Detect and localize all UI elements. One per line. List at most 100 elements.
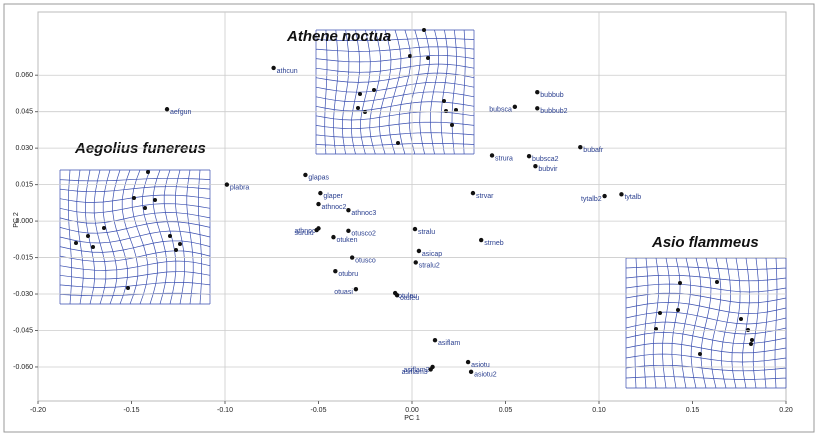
x-tick-label: 0.20 xyxy=(779,407,793,414)
y-tick-label: -0.015 xyxy=(13,254,33,261)
data-point xyxy=(602,194,606,198)
point-label: bubafr xyxy=(583,147,604,154)
landmark xyxy=(739,317,743,321)
point-label: stralu xyxy=(418,229,435,236)
landmark xyxy=(715,280,719,284)
x-axis-label: PC 1 xyxy=(404,415,420,422)
data-point xyxy=(303,173,307,177)
y-tick-label: 0.015 xyxy=(15,181,33,188)
landmark xyxy=(372,88,376,92)
x-tick-label: 0.05 xyxy=(499,407,513,414)
data-point xyxy=(578,145,582,149)
data-point xyxy=(417,249,421,253)
data-point xyxy=(433,338,437,342)
data-point xyxy=(225,182,229,186)
point-label: asiflam3 xyxy=(402,369,428,376)
data-point xyxy=(513,105,517,109)
landmark xyxy=(678,281,682,285)
point-label: strura xyxy=(495,155,513,162)
data-point xyxy=(354,287,358,291)
y-tick-label: 0.030 xyxy=(15,145,33,152)
point-label: athnoc2 xyxy=(322,204,347,211)
data-point xyxy=(333,269,337,273)
landmark xyxy=(174,248,178,252)
landmark xyxy=(356,106,360,110)
y-tick-label: 0.000 xyxy=(15,218,33,225)
data-point xyxy=(619,192,623,196)
point-label: asicap xyxy=(422,251,442,258)
point-label: otuken xyxy=(336,237,357,244)
data-point xyxy=(533,164,537,168)
point-label: asiotu xyxy=(471,362,490,369)
data-point xyxy=(316,202,320,206)
landmark xyxy=(168,234,172,238)
point-label: glaper xyxy=(323,193,343,200)
point-label: strvar xyxy=(476,193,494,200)
landmark xyxy=(358,92,362,96)
landmark xyxy=(74,241,78,245)
data-point xyxy=(429,367,433,371)
data-point xyxy=(414,260,418,264)
landmark xyxy=(698,352,702,356)
point-label: asiotu2 xyxy=(474,372,497,379)
data-point xyxy=(490,153,494,157)
data-point xyxy=(395,293,399,297)
data-point xyxy=(469,370,473,374)
landmark xyxy=(91,245,95,249)
landmark xyxy=(444,109,448,113)
landmark xyxy=(422,28,426,32)
landmark xyxy=(658,311,662,315)
y-tick-label: 0.045 xyxy=(15,109,33,116)
landmark xyxy=(426,56,430,60)
x-tick-label: -0.15 xyxy=(124,407,140,414)
point-label: plabra xyxy=(230,184,250,191)
point-label: bubbub2 xyxy=(540,108,567,115)
x-tick-label: 0.00 xyxy=(405,407,419,414)
landmark xyxy=(146,170,150,174)
insets xyxy=(60,28,786,388)
landmark xyxy=(749,342,753,346)
x-tick-label: -0.20 xyxy=(30,407,46,414)
x-tick-label: 0.10 xyxy=(592,407,606,414)
landmark xyxy=(746,328,750,332)
data-point xyxy=(331,235,335,239)
data-point xyxy=(413,227,417,231)
landmark xyxy=(676,308,680,312)
data-point xyxy=(466,360,470,364)
x-tick-label: -0.05 xyxy=(311,407,327,414)
data-point xyxy=(346,229,350,233)
data-point xyxy=(479,238,483,242)
point-label: otuleu xyxy=(400,295,419,302)
data-point xyxy=(271,66,275,70)
data-point xyxy=(318,191,322,195)
point-label: tytalb xyxy=(624,194,641,201)
y-tick-label: -0.060 xyxy=(13,364,33,371)
point-label: surulu xyxy=(295,230,314,237)
data-point xyxy=(527,154,531,158)
data-point xyxy=(350,255,354,259)
point-label: bubbub xyxy=(540,92,563,99)
x-tick-label: 0.15 xyxy=(686,407,700,414)
point-label: otuasi xyxy=(334,289,353,296)
point-label: asiflam xyxy=(438,340,460,347)
point-label: aefgun xyxy=(170,109,192,116)
landmark xyxy=(750,338,754,342)
y-tick-label: -0.045 xyxy=(13,327,33,334)
landmark xyxy=(408,54,412,58)
x-tick-label: -0.10 xyxy=(217,407,233,414)
deformation-grid xyxy=(626,258,786,388)
landmark xyxy=(102,226,106,230)
landmark xyxy=(396,141,400,145)
point-label: athcun xyxy=(277,68,298,75)
data-point xyxy=(165,107,169,111)
point-label: bubsca xyxy=(489,107,512,114)
annotation: Asio flammeus xyxy=(651,234,759,251)
data-point xyxy=(535,106,539,110)
data-point xyxy=(535,90,539,94)
point-label: bubsca2 xyxy=(532,156,559,163)
point-label: otusco xyxy=(355,257,376,264)
annotation: Athene noctua xyxy=(286,28,391,45)
deformation-grid xyxy=(60,170,210,304)
landmark xyxy=(153,198,157,202)
landmark xyxy=(450,123,454,127)
